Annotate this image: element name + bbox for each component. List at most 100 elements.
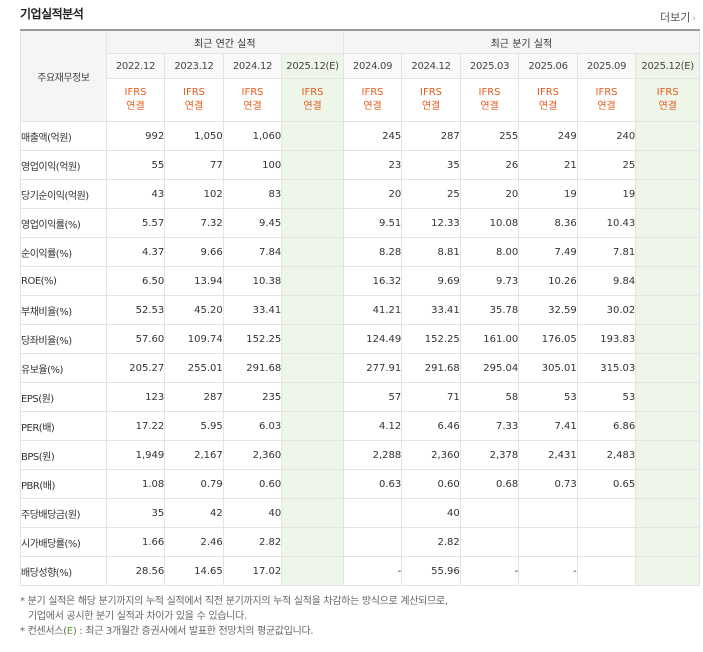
basis-standard: IFRS: [656, 87, 679, 98]
table-cell: 43: [105, 179, 166, 209]
row-label: PER(배): [20, 411, 107, 441]
table-row: 부채비율(%) 52.53 45.20 33.41 41.21 33.41 35.78 32.…: [20, 295, 700, 325]
table-cell: 9.73: [459, 266, 520, 296]
table-cell: [576, 498, 637, 528]
table-cell: 152.25: [222, 324, 283, 354]
table-cell: 7.33: [459, 411, 520, 441]
basis-standard: IFRS: [478, 87, 501, 98]
table-cell: [635, 382, 700, 412]
table-cell: 4.12: [342, 411, 403, 441]
table-cell: 13.94: [164, 266, 224, 296]
quarter-group-header: 최근 분기 실적: [342, 29, 701, 54]
table-cell: 10.26: [518, 266, 578, 296]
table-cell: 5.95: [164, 411, 224, 441]
period-header: 2025.12(E): [281, 53, 344, 79]
table-cell: 205.27: [105, 353, 166, 383]
table-cell: 255: [459, 121, 520, 151]
table-row: 매출액(억원) 992 1,050 1,060 245 287 255 249 240: [20, 121, 700, 151]
basis-header: IFRS 연결: [222, 78, 283, 122]
table-cell: [281, 440, 344, 470]
table-cell: 7.41: [518, 411, 578, 441]
table-cell: [281, 353, 344, 383]
more-label[interactable]: 더보기: [660, 11, 691, 24]
period-header: 2025.09: [576, 53, 637, 79]
row-label: PBR(배): [20, 469, 107, 499]
table-cell: [281, 266, 344, 296]
table-cell: 249: [518, 121, 578, 151]
table-row: 당기순이익(억원) 43 102 83 20 25 20 19 19: [20, 179, 700, 209]
table-cell: 57.60: [105, 324, 166, 354]
table-cell: 58: [459, 382, 520, 412]
table-cell: 291.68: [222, 353, 283, 383]
table-cell: -: [459, 556, 520, 586]
table-cell: 193.83: [576, 324, 637, 354]
period-header: 2025.06: [518, 53, 578, 79]
table-cell: [635, 121, 700, 151]
table-cell: [518, 498, 578, 528]
table-cell: 26: [459, 150, 520, 180]
basis-standard: IFRS: [183, 87, 205, 98]
period-header: 2025.12(E): [635, 53, 700, 79]
table-cell: 71: [401, 382, 461, 412]
table-cell: 10.38: [222, 266, 283, 296]
more-link[interactable]: 더보기 ›: [660, 9, 696, 25]
table-cell: [281, 237, 344, 267]
basis-scope: 연결: [597, 101, 616, 112]
table-cell: 2,378: [459, 440, 520, 470]
table-row: 주당배당금(원) 35 42 40 40: [20, 498, 700, 528]
table-cell: 53: [576, 382, 637, 412]
table-cell: 102: [164, 179, 224, 209]
table-cell: 305.01: [518, 353, 578, 383]
table-cell: 240: [576, 121, 637, 151]
row-label: 시가배당률(%): [20, 527, 107, 557]
row-label: 부채비율(%): [20, 295, 107, 325]
table-cell: 992: [105, 121, 166, 151]
table-cell: 0.60: [222, 469, 283, 499]
table-cell: 291.68: [401, 353, 461, 383]
footnote-1: * 분기 실적은 해당 분기까지의 누적 실적에서 직전 분기까지의 누적 실적…: [20, 596, 448, 607]
table-cell: [281, 208, 344, 238]
table-cell: 77: [164, 150, 224, 180]
table-cell: [459, 498, 520, 528]
basis-header: IFRS 연결: [105, 78, 166, 122]
period-header: 2024.12: [401, 53, 461, 79]
table-cell: 7.32: [164, 208, 224, 238]
table-row: 당좌비율(%) 57.60 109.74 152.25 124.49 152.25 161.…: [20, 324, 700, 354]
basis-standard: IFRS: [361, 87, 384, 98]
row-label: ROE(%): [20, 266, 107, 296]
table-cell: 20: [459, 179, 520, 209]
basis-scope: 연결: [184, 101, 204, 112]
table-cell: 255.01: [164, 353, 224, 383]
basis-header: IFRS 연결: [401, 78, 461, 122]
table-cell: [635, 266, 700, 296]
basis-header: IFRS 연결: [164, 78, 224, 122]
table-cell: 123: [105, 382, 166, 412]
period-header: 2022.12: [105, 53, 166, 79]
table-cell: [635, 150, 700, 180]
table-cell: 21: [518, 150, 578, 180]
period-header: 2024.12: [222, 53, 283, 79]
row-label: 주당배당금(원): [20, 498, 107, 528]
table-cell: [635, 353, 700, 383]
table-row: ROE(%) 6.50 13.94 10.38 16.32 9.69 9.73 10.26 9.…: [20, 266, 700, 296]
table-cell: [635, 556, 700, 586]
row-label: 영업이익(억원): [20, 150, 107, 180]
table-cell: [635, 324, 700, 354]
table-cell: 57: [342, 382, 403, 412]
table-cell: 2,431: [518, 440, 578, 470]
table-cell: 9.51: [342, 208, 403, 238]
footnote-1-cont: 기업에서 공시한 분기 실적과 차이가 있을 수 있습니다.: [28, 611, 247, 622]
table-cell: 2,167: [164, 440, 224, 470]
table-cell: 9.45: [222, 208, 283, 238]
table-cell: 0.73: [518, 469, 578, 499]
chevron-right-icon: ›: [692, 14, 696, 24]
table-cell: 2,360: [222, 440, 283, 470]
table-cell: 32.59: [518, 295, 578, 325]
table-cell: [635, 295, 700, 325]
table-cell: 1.08: [105, 469, 166, 499]
table-row: 순이익률(%) 4.37 9.66 7.84 8.28 8.81 8.00 7.49 7.81: [20, 237, 700, 267]
table-cell: 40: [401, 498, 461, 528]
table-cell: 245: [342, 121, 403, 151]
table-cell: [635, 237, 700, 267]
table-cell: [635, 179, 700, 209]
